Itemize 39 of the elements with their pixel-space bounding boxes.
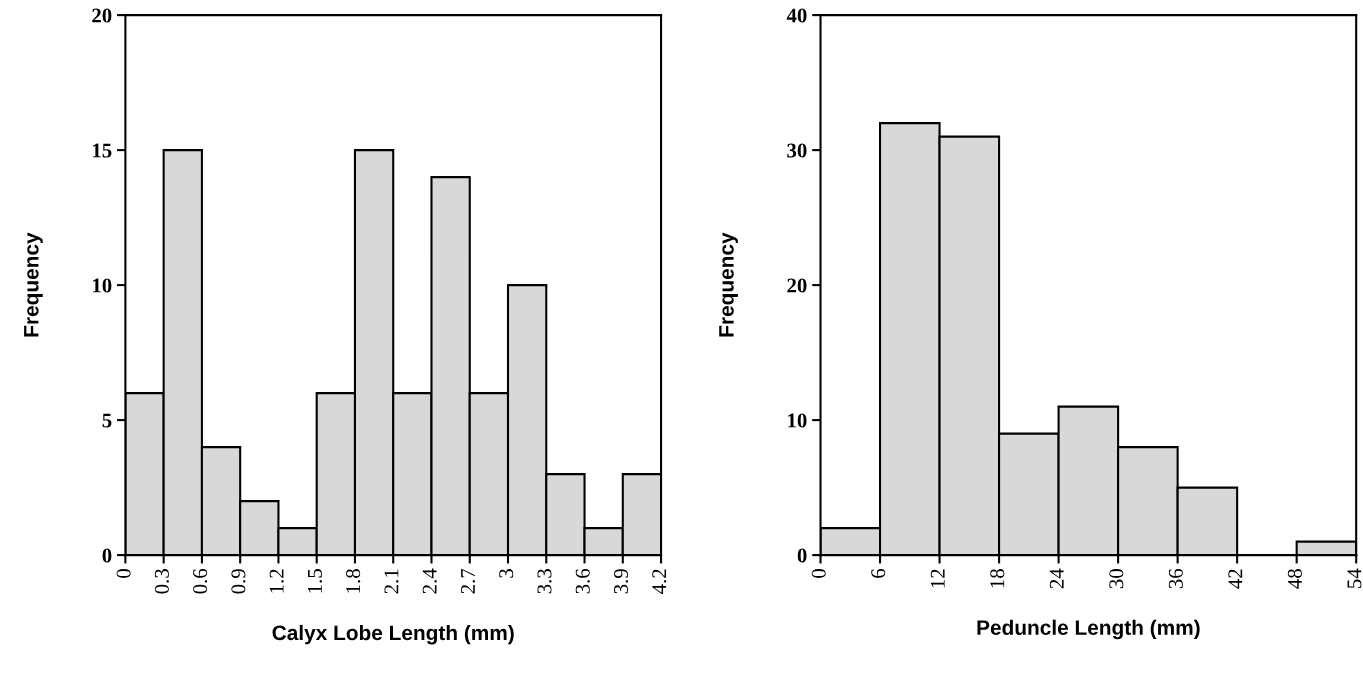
x-tick-label: 3.6	[575, 568, 590, 594]
x-tick-label: 0.9	[231, 569, 246, 594]
x-tick-label: 0.3	[154, 569, 169, 594]
x-tick-label: 4.2	[652, 569, 667, 594]
x-tick-label: 1.5	[307, 569, 323, 593]
y-axis-title: Frequency	[24, 232, 43, 337]
x-tick-label: 12	[930, 569, 945, 588]
x-tick-label: 36	[1168, 568, 1183, 589]
x-axis-title: Peduncle Length (mm)	[977, 619, 1200, 640]
y-tick-label: 40	[786, 8, 807, 23]
y-tick-label: 10	[788, 413, 807, 428]
x-tick-label: 2.7	[460, 568, 476, 594]
y-tick-label: 15	[93, 143, 112, 158]
y-tick-label: 0	[797, 548, 807, 563]
x-tick-label: 54	[1347, 568, 1362, 588]
y-axis-title: Frequency	[719, 232, 738, 337]
x-tick-label: 18	[990, 569, 1005, 588]
x-tick-label: 0.6	[193, 568, 208, 594]
x-tick-label: 3	[499, 569, 514, 578]
x-tick-label: 2.1	[384, 569, 399, 594]
x-tick-label: 48	[1287, 569, 1302, 589]
x-tick-label: 2.4	[422, 568, 437, 594]
y-tick-label: 10	[93, 278, 112, 293]
x-tick-label: 30	[1109, 569, 1124, 589]
x-tick-label: 1.8	[346, 569, 361, 593]
x-tick-label: 0	[811, 569, 826, 578]
y-tick-label: 5	[102, 413, 112, 428]
x-tick-label: 3.9	[614, 569, 629, 594]
x-tick-label: 24	[1049, 568, 1064, 589]
x-tick-label: 1.2	[269, 569, 284, 593]
x-axis-title: Calyx Lobe Length (mm)	[272, 624, 514, 645]
y-tick-label: 20	[92, 8, 112, 23]
y-tick-label: 20	[787, 278, 807, 293]
y-tick-label: 0	[102, 548, 112, 563]
x-tick-label: 42	[1228, 569, 1243, 589]
x-tick-label: 0	[116, 569, 131, 578]
x-tick-label: 6	[871, 568, 886, 578]
x-tick-label: 3.3	[537, 569, 552, 594]
y-tick-label: 30	[787, 143, 807, 158]
